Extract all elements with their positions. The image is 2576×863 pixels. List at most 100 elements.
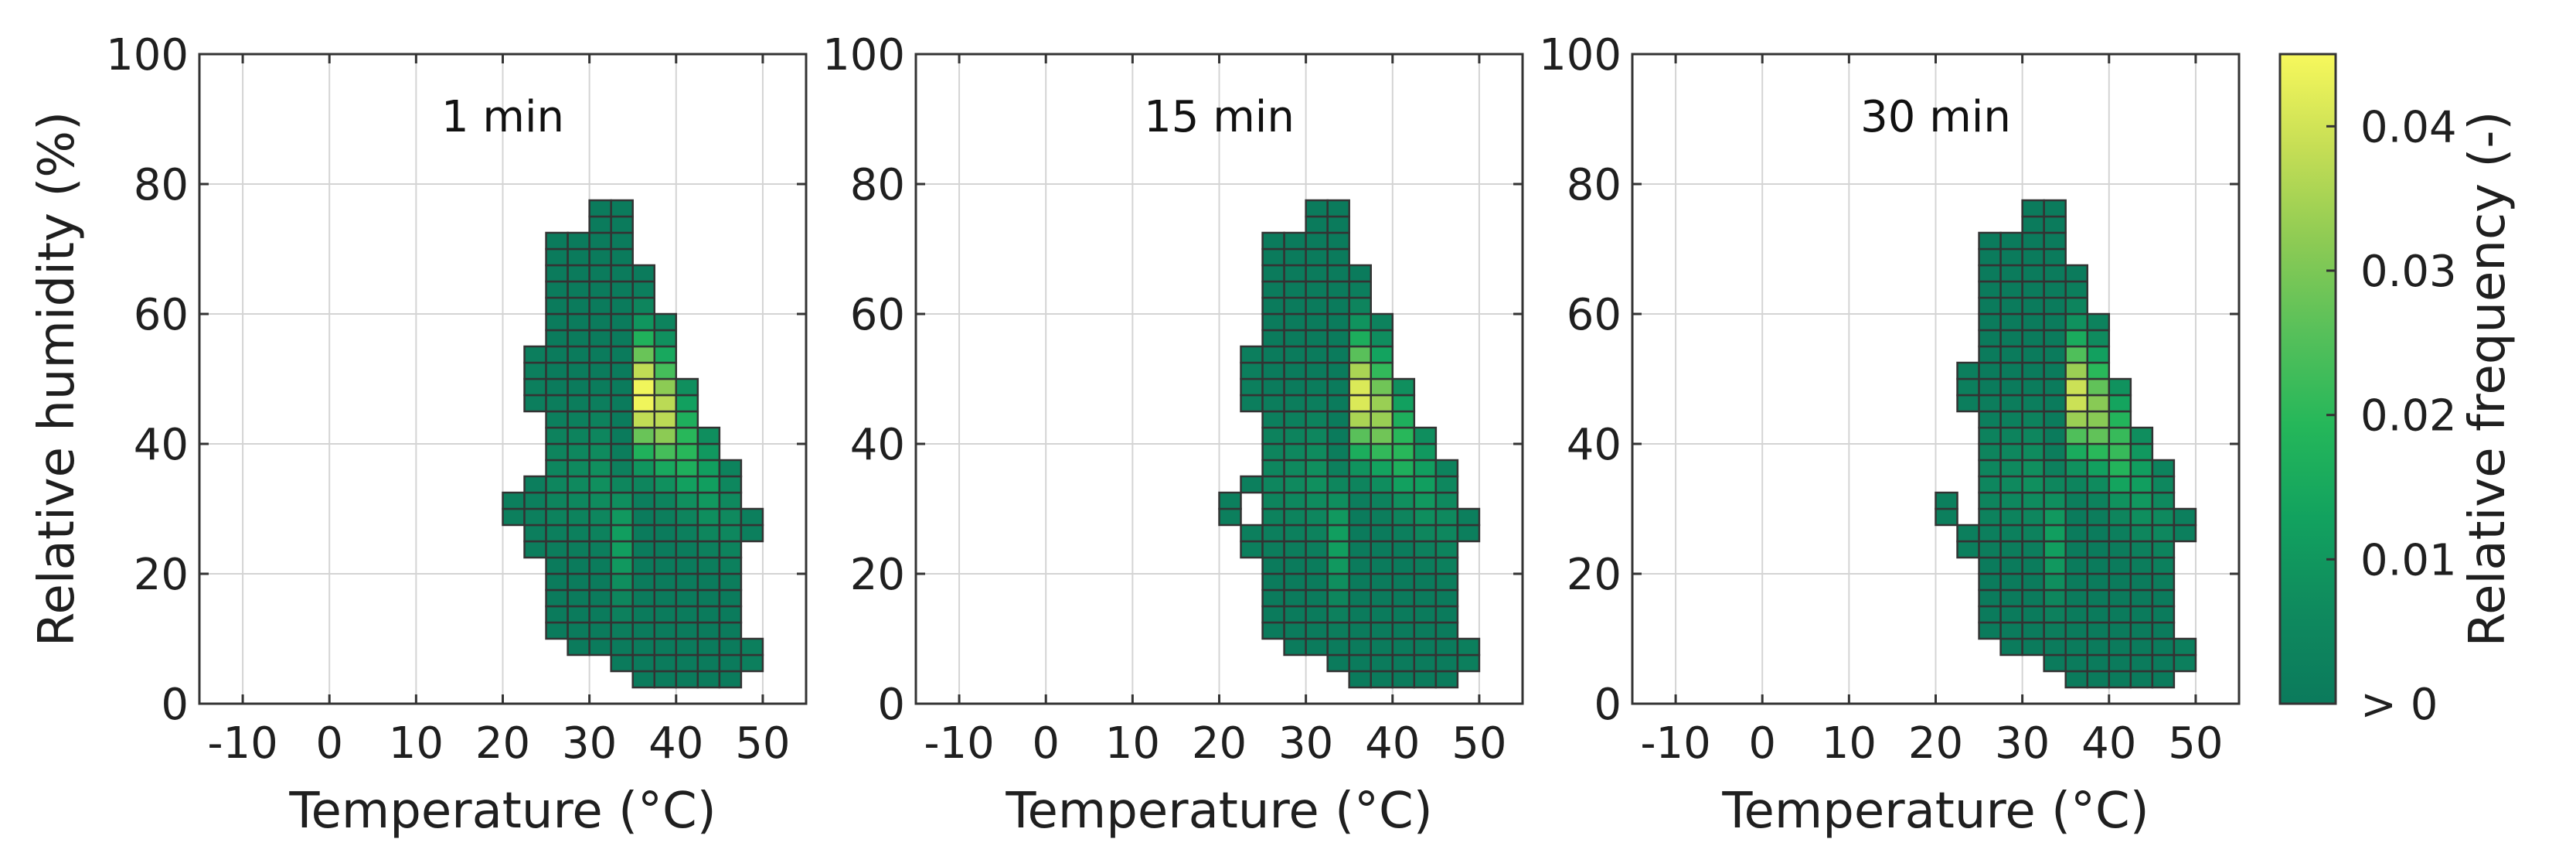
heatmap-cell <box>718 670 743 689</box>
panel-title: 1 min <box>441 92 564 142</box>
heatmap-panel-3: -10 0 10 20 30 40 50 0 20 40 60 80 100 30 min Tempe… <box>1539 30 2241 840</box>
heatmap-cell <box>1326 231 1350 251</box>
heatmap-cell <box>1413 459 1438 478</box>
heatmap-cell <box>631 572 656 592</box>
heatmap-cell <box>718 459 743 478</box>
heatmap-cell <box>631 588 656 608</box>
heatmap-cell <box>1999 247 2023 267</box>
x-axis-ticks: -10 0 10 20 30 40 50 <box>207 54 791 769</box>
heatmap-cell <box>610 572 634 592</box>
heatmap-cell <box>1348 637 1373 657</box>
heatmap-cell <box>718 540 743 559</box>
heatmap-cell <box>2043 556 2067 575</box>
heatmap-cell <box>631 377 656 397</box>
heatmap-cell <box>545 524 569 543</box>
heatmap-cell <box>2151 605 2176 624</box>
heatmap-cell <box>631 410 656 429</box>
heatmap-panel-2: -10 0 10 20 30 40 50 0 20 40 60 80 100 15 min Tempe… <box>822 30 1524 840</box>
heatmap-cell <box>675 588 699 608</box>
heatmap-cell <box>1305 491 1329 510</box>
heatmap-cell <box>2043 312 2067 332</box>
heatmap-cell <box>1370 345 1394 364</box>
heatmap-cell <box>545 280 569 299</box>
heatmap-cell <box>1434 475 1459 494</box>
heatmap-cell <box>2086 361 2111 380</box>
heatmap-cell <box>1305 296 1329 316</box>
heatmap-cell <box>545 572 569 592</box>
y-tick-label: 60 <box>850 290 905 340</box>
heatmap-cell <box>1978 312 2002 332</box>
heatmap-cell <box>1391 426 1416 445</box>
heatmap-cell <box>588 361 612 380</box>
heatmap-cell <box>1305 540 1329 559</box>
heatmap-cell <box>1240 540 1264 559</box>
heatmap-cell <box>523 377 547 397</box>
heatmap-cell <box>1999 605 2023 624</box>
y-tick-label: 40 <box>850 420 905 470</box>
heatmap-cell <box>1978 231 2002 251</box>
heatmap-cell <box>2021 280 2045 299</box>
heatmap-cell <box>1261 426 1285 445</box>
heatmap-cell <box>567 329 590 348</box>
heatmap-cell <box>696 653 721 673</box>
heatmap-cell <box>1348 507 1373 527</box>
heatmap-cell <box>610 637 634 657</box>
heatmap-cell <box>1305 637 1329 657</box>
heatmap-cell <box>610 394 634 413</box>
heatmap-cell <box>588 524 612 543</box>
heatmap-cell <box>545 507 569 527</box>
y-tick-label: 40 <box>134 420 189 470</box>
heatmap-cell <box>1261 296 1285 316</box>
y-tick-label: 40 <box>1567 420 1621 470</box>
heatmap-cell <box>1305 426 1329 445</box>
heatmap-cell <box>1413 540 1438 559</box>
heatmap-cell <box>1348 426 1373 445</box>
heatmap-cell <box>2108 377 2132 397</box>
heatmap-cell <box>631 394 656 413</box>
heatmap-cell <box>2086 653 2111 673</box>
heatmap-cell <box>588 312 612 332</box>
heatmap-cell <box>675 572 699 592</box>
heatmap-cell <box>2086 410 2111 429</box>
heatmap-cell <box>1456 637 1481 657</box>
heatmap-cell <box>2043 475 2067 494</box>
heatmap-cell <box>696 475 721 494</box>
heatmap-cell <box>631 637 656 657</box>
heatmap-cell <box>2129 670 2154 689</box>
heatmap-cell <box>2129 540 2154 559</box>
heatmap-cell <box>631 605 656 624</box>
heatmap-cell <box>1413 556 1438 575</box>
heatmap-cell <box>2021 345 2045 364</box>
x-tick-label: 0 <box>1748 718 1776 769</box>
heatmap-cell <box>1261 540 1285 559</box>
heatmap-cell <box>1391 459 1416 478</box>
heatmap-cell <box>1261 377 1285 397</box>
heatmap-cell <box>631 361 656 380</box>
heatmap-cell <box>1434 540 1459 559</box>
heatmap-cell <box>1978 459 2002 478</box>
heatmap-cell <box>567 507 590 527</box>
heatmap-cell <box>631 670 656 689</box>
heatmap-cell <box>1283 540 1307 559</box>
heatmap-cell <box>610 475 634 494</box>
x-tick-label: -10 <box>207 718 277 769</box>
heatmap-cell <box>2129 524 2154 543</box>
heatmap-cell <box>1413 588 1438 608</box>
heatmap-cell <box>610 524 634 543</box>
heatmap-cell <box>653 491 678 510</box>
heatmap-cell <box>696 588 721 608</box>
colorbar-tick-label: 0.03 <box>2360 247 2457 297</box>
heatmap-cell <box>1261 507 1285 527</box>
heatmap-cell <box>588 621 612 640</box>
heatmap-cell <box>2043 410 2067 429</box>
heatmap-cell <box>588 247 612 267</box>
heatmap-cell <box>2021 361 2045 380</box>
heatmap-cell <box>545 475 569 494</box>
heatmap-cell <box>2129 653 2154 673</box>
heatmap-cell <box>1261 264 1285 283</box>
heatmap-cell <box>653 377 678 397</box>
heatmap-cell <box>1326 264 1350 283</box>
heatmap-cell <box>1240 524 1264 543</box>
heatmap-cell <box>675 524 699 543</box>
heatmap-cell <box>653 588 678 608</box>
